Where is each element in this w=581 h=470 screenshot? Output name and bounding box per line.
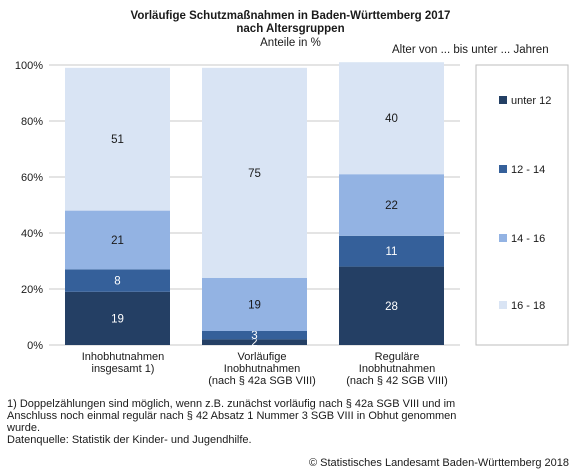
category-2-line-1: Inobhutnahmen xyxy=(358,363,436,375)
data-source: Datenquelle: Statistik der Kinder- und J… xyxy=(7,434,252,446)
data-label: 19 xyxy=(111,313,124,325)
category-label-0: Inhobhutnahmen insgesamt 1) xyxy=(63,351,183,375)
category-2-line-0: Reguläre xyxy=(374,351,420,363)
legend-swatch xyxy=(499,301,507,309)
category-2-line-2: (nach § 42 SGB VIII) xyxy=(346,375,448,387)
y-tick-label: 40% xyxy=(21,228,43,240)
category-label-1: Vorläufige Inobhutnahmen (nach § 42a SGB… xyxy=(202,351,322,387)
bar-segment xyxy=(202,339,307,345)
category-0-line-1: insgesamt 1) xyxy=(91,363,155,375)
bar-segment xyxy=(65,291,170,345)
data-label: 11 xyxy=(386,246,398,258)
chart-title-line-2: nach Altersgruppen xyxy=(236,23,345,35)
legend-label: 16 - 18 xyxy=(511,300,545,312)
data-label: 51 xyxy=(111,134,124,146)
y-tick-label: 80% xyxy=(21,116,43,128)
bar-segment xyxy=(202,67,307,278)
category-label-2: Reguläre Inobhutnahmen (nach § 42 SGB VI… xyxy=(337,351,457,387)
data-label: 22 xyxy=(385,200,398,212)
data-label: 8 xyxy=(114,276,120,288)
bar-segment xyxy=(65,269,170,292)
chart-title-line-1: Vorläufige Schutzmaßnahmen in Baden-Würt… xyxy=(130,10,451,22)
data-label: 21 xyxy=(111,235,124,247)
legend-label: 14 - 16 xyxy=(511,233,545,245)
bar-segment xyxy=(339,235,444,267)
legend-label: 12 - 14 xyxy=(511,164,545,176)
category-1-line-1: Inobhutnahmen xyxy=(223,363,301,375)
legend-title: Alter von ... bis unter ... Jahren xyxy=(392,44,549,56)
footnote-line-1: 1) Doppelzählungen sind möglich, wenn z.… xyxy=(7,398,456,410)
data-label: 28 xyxy=(385,301,398,313)
footnote-line-3: wurde. xyxy=(7,422,41,434)
data-label: 2 xyxy=(251,337,257,349)
y-tick-label: 20% xyxy=(21,284,43,296)
y-tick-label: 0% xyxy=(27,340,43,352)
bar-segment xyxy=(339,174,444,236)
bar-segment xyxy=(339,266,444,345)
legend-label: unter 12 xyxy=(511,95,551,107)
legend-box xyxy=(475,64,569,346)
footnotes: 1) Doppelzählungen sind möglich, wenn z.… xyxy=(7,398,577,446)
legend-swatch xyxy=(499,165,507,173)
legend-swatch xyxy=(499,234,507,242)
bar-segment xyxy=(65,67,170,211)
category-0-line-0: Inhobhutnahmen xyxy=(81,351,165,363)
bar-segment xyxy=(65,210,170,270)
data-label: 75 xyxy=(248,168,261,180)
legend-swatch xyxy=(499,96,507,104)
chart-title: Vorläufige Schutzmaßnahmen in Baden-Würt… xyxy=(0,10,581,36)
bar-segment xyxy=(202,277,307,331)
category-1-line-0: Vorläufige xyxy=(237,351,287,363)
copyright: © Statistisches Landesamt Baden-Württemb… xyxy=(308,457,569,469)
footnote-line-2: Anschluss noch einmal regulär nach § 42 … xyxy=(7,410,457,422)
data-label: 3 xyxy=(251,330,257,342)
y-tick-label: 60% xyxy=(21,172,43,184)
chart-subtitle: Anteile in % xyxy=(260,37,321,49)
y-tick-label: 100% xyxy=(15,60,43,72)
bar-segment xyxy=(202,331,307,340)
data-label: 19 xyxy=(248,299,261,311)
data-label: 40 xyxy=(385,113,398,125)
category-1-line-2: (nach § 42a SGB VIII) xyxy=(208,375,316,387)
bar-segment xyxy=(339,62,444,175)
